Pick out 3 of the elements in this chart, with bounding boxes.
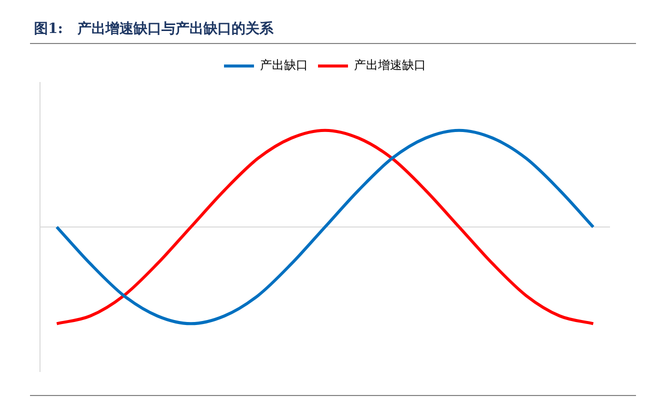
legend-label: 产出缺口 — [260, 58, 308, 72]
chart-title: 图1: 产出增速缺口与产出缺口的关系 — [34, 20, 274, 38]
legend-label: 产出增速缺口 — [354, 58, 426, 72]
